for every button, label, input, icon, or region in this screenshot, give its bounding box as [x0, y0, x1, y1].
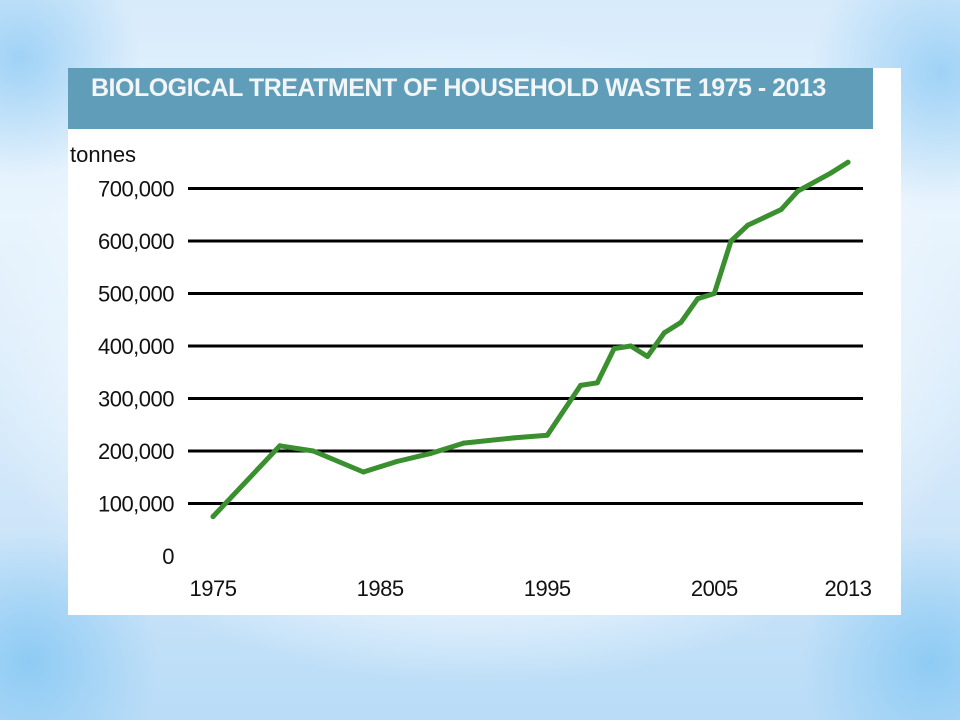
- line-chart: tonnes 0 100,000 200,000 300,000 400,000 500,…: [70, 142, 873, 601]
- y-axis-label: tonnes: [70, 142, 136, 167]
- y-tick-label: 400,000: [98, 334, 174, 359]
- data-point: [795, 188, 801, 194]
- data-point: [461, 440, 467, 446]
- x-tick-label: 2005: [691, 576, 738, 601]
- data-point: [611, 346, 617, 352]
- x-axis-ticks: 1975 1985 1995 2005 2013: [190, 576, 873, 601]
- data-point: [695, 296, 701, 302]
- data-point: [427, 451, 433, 457]
- y-tick-label: 300,000: [98, 387, 174, 412]
- x-tick-label: 1985: [357, 576, 404, 601]
- data-point: [828, 170, 834, 176]
- data-point: [594, 380, 600, 386]
- data-point: [711, 291, 717, 296]
- data-point: [360, 469, 366, 475]
- data-point: [628, 343, 634, 349]
- chart-panel: BIOLOGICAL TREATMENT OF HOUSEHOLD WASTE …: [68, 68, 901, 615]
- data-point: [277, 443, 283, 449]
- y-tick-label: 0: [162, 544, 174, 569]
- y-tick-label: 600,000: [98, 229, 174, 254]
- data-point: [728, 238, 734, 244]
- chart-title-bar: BIOLOGICAL TREATMENT OF HOUSEHOLD WASTE …: [68, 68, 873, 129]
- series-line: [210, 159, 851, 520]
- chart-title: BIOLOGICAL TREATMENT OF HOUSEHOLD WASTE …: [91, 74, 826, 102]
- data-point: [210, 514, 216, 520]
- x-tick-label: 1975: [190, 576, 237, 601]
- x-tick-label: 1995: [524, 576, 571, 601]
- data-point: [544, 432, 550, 438]
- data-point: [845, 159, 851, 165]
- data-point: [310, 448, 316, 454]
- data-point: [578, 382, 584, 388]
- gridlines: [188, 187, 863, 505]
- data-point: [778, 207, 784, 212]
- data-point: [394, 459, 400, 464]
- y-axis-ticks: 0 100,000 200,000 300,000 400,000 500,000 600,…: [98, 177, 175, 570]
- data-point: [745, 222, 751, 228]
- data-point: [661, 330, 667, 336]
- data-point: [644, 354, 650, 359]
- y-tick-label: 100,000: [98, 492, 174, 517]
- y-tick-label: 200,000: [98, 439, 174, 464]
- y-tick-label: 500,000: [98, 282, 174, 307]
- series-layer: [210, 159, 851, 520]
- x-tick-label: 2013: [825, 576, 872, 601]
- data-point: [678, 319, 684, 325]
- y-tick-label: 700,000: [98, 177, 174, 202]
- data-point: [511, 435, 517, 441]
